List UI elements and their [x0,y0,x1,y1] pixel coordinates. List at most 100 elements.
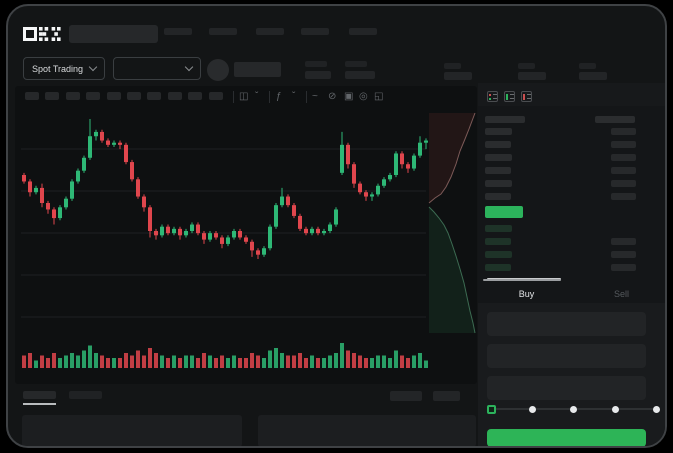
volume-bar [340,343,344,368]
candle-body [196,224,200,234]
depth-ask-line [428,112,476,204]
bottom-tab-active[interactable] [23,391,56,399]
candle-body [370,194,374,197]
snapshot-icon[interactable]: ▣ [344,91,354,102]
ask-row-price[interactable] [485,154,512,161]
tab-sell[interactable]: Sell [613,289,629,299]
bid-row-price[interactable] [485,264,511,271]
nav-item[interactable] [301,28,329,35]
orderbook-scroll-indicator[interactable] [483,279,561,281]
bid-row-price[interactable] [485,225,512,232]
candle-body [292,205,296,216]
timeframe-slot[interactable] [188,92,203,100]
ask-row-amount[interactable] [611,180,636,187]
line-tools-icon[interactable]: ~ [312,91,318,102]
ask-row-price[interactable] [485,141,511,148]
timeframe-slot[interactable] [167,92,182,100]
ask-row-amount[interactable] [611,141,636,148]
candle-body [184,231,188,236]
indicators-icon[interactable]: ƒ [276,91,282,102]
candle-body [82,157,86,171]
search-input[interactable] [69,25,158,43]
candle-style-icon[interactable]: ◫ [239,91,249,102]
fullscreen-icon[interactable]: ◱ [374,91,384,102]
slider-stop[interactable] [569,405,577,413]
pair-selector[interactable] [113,57,201,80]
candle-body [94,131,98,137]
timeframe-slot[interactable] [147,92,162,100]
volume-bar [208,355,212,368]
timeframe-slot[interactable] [45,92,60,100]
last-price-bar[interactable] [485,206,523,218]
amount-input[interactable] [487,344,646,368]
slider-stop[interactable] [652,405,660,413]
chevron-down-icon[interactable]: ˇ [255,91,259,102]
timeframe-slot[interactable] [208,92,223,100]
nav-item[interactable] [164,28,192,35]
bottom-action-button[interactable] [390,391,422,401]
nav-item[interactable] [256,28,284,35]
nav-item[interactable] [349,28,377,35]
ask-row-price[interactable] [485,128,512,135]
orderbook-view-both-icon[interactable] [487,91,498,102]
stat-label [518,63,535,69]
candle-body [364,192,368,197]
nav-item[interactable] [209,28,237,35]
volume-bar [358,355,362,368]
ask-row-price[interactable] [485,193,511,200]
chevron-down-icon [184,62,194,72]
bid-row-price[interactable] [485,251,512,258]
volume-bar [64,355,68,368]
bid-row-price[interactable] [485,238,511,245]
bottom-action-button[interactable] [433,391,460,401]
chevron-down-icon[interactable]: ˇ [292,91,296,102]
orderbook-col-header [595,116,635,123]
candle-body [298,215,302,229]
candle-body [148,207,152,231]
eraser-icon[interactable]: ⊘ [328,91,337,102]
bid-row-amount[interactable] [611,264,636,271]
timeframe-slot[interactable] [127,92,141,100]
timeframe-slot[interactable] [65,92,80,100]
volume-bar [364,358,368,368]
ask-row-amount[interactable] [611,167,636,174]
candle-body [118,142,122,145]
tab-buy[interactable]: Buy [518,289,535,299]
orderbook-view-bids-icon[interactable] [504,91,515,102]
total-input[interactable] [487,376,646,400]
ask-row-amount[interactable] [611,193,636,200]
candle-body [424,140,428,143]
timeframe-slot[interactable] [86,92,101,100]
chevron-down-icon [88,62,98,72]
timeframe-slot[interactable] [25,92,39,100]
candle-body [304,228,308,234]
bid-row-amount[interactable] [611,251,636,258]
ask-row-amount[interactable] [611,154,636,161]
settings-icon[interactable]: ◎ [359,91,368,102]
slider-stop[interactable] [528,405,536,413]
timeframe-slot[interactable] [106,92,121,100]
market-type-selector[interactable]: Spot Trading [23,57,105,80]
slider-stop[interactable] [611,405,619,413]
candle-body [412,155,416,169]
candle-body [268,226,272,249]
buy-submit-button[interactable] [487,429,646,446]
ask-row-amount[interactable] [611,128,636,135]
candlestick-chart[interactable] [15,107,477,381]
ask-row-price[interactable] [485,180,512,187]
slider-handle[interactable] [486,404,496,414]
volume-bar [268,350,272,368]
candle-body [76,170,80,182]
ask-row-price[interactable] [485,167,511,174]
bid-row-amount[interactable] [611,238,636,245]
stat-value [579,72,607,80]
candle-body [202,233,206,240]
bottom-tab[interactable] [69,391,102,399]
candle-body [346,144,350,165]
price-input[interactable] [487,312,646,336]
volume-bar [88,345,92,368]
candle-body [382,179,386,186]
volume-bar [280,353,284,368]
orderbook-view-asks-icon[interactable] [521,91,532,102]
candle-body [280,196,284,206]
